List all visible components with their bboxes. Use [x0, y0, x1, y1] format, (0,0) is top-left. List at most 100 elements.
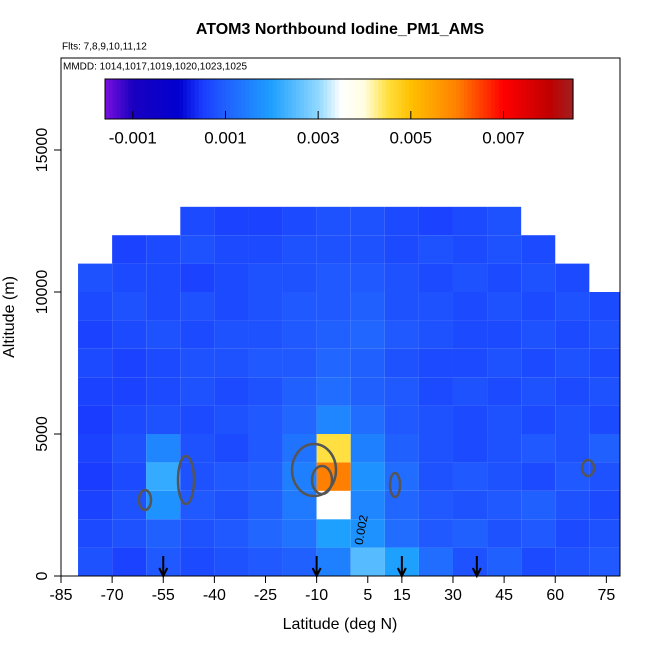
colorbar-tick-label: -0.001: [109, 128, 157, 147]
colorbar-swatch: [222, 79, 227, 119]
heat-cell: [384, 263, 419, 293]
colorbar-swatch: [405, 79, 410, 119]
heat-cell: [452, 434, 488, 463]
colorbar-swatch: [300, 79, 305, 119]
colorbar-swatch: [549, 79, 555, 119]
heat-cell: [112, 462, 147, 491]
heat-cell: [146, 434, 181, 463]
heat-cell: [384, 405, 419, 435]
heat-cell: [384, 235, 419, 264]
colorbar-swatch: [475, 79, 480, 119]
colorbar-swatch: [444, 79, 449, 119]
heat-cell: [180, 263, 215, 293]
heat-cell: [248, 377, 283, 406]
heat-cell: [555, 292, 590, 321]
colorbar-swatch: [440, 79, 445, 119]
heat-cell: [248, 235, 283, 264]
colorbar-frame: [104, 78, 574, 120]
heat-cell: [78, 292, 113, 321]
heat-cell: [487, 348, 522, 378]
x-tick-label: -10: [305, 587, 328, 604]
colorbar-swatch: [183, 79, 188, 119]
heat-cell: [452, 206, 488, 236]
heat-cell: [214, 348, 249, 378]
colorbar-swatch: [378, 79, 383, 119]
heat-cell: [78, 462, 113, 491]
heat-cell: [555, 547, 590, 576]
colorbar-swatch: [335, 79, 340, 119]
heat-cell: [282, 405, 317, 435]
heat-cell: [521, 235, 556, 264]
heat-cell: [214, 547, 249, 576]
heat-cell: [555, 434, 590, 463]
heat-cell: [418, 348, 453, 378]
colorbar-swatch: [120, 79, 126, 119]
colorbar-swatch: [311, 79, 317, 119]
colorbar-swatch: [487, 79, 492, 119]
x-tick-label: 15: [393, 587, 411, 604]
heat-cell: [418, 292, 453, 321]
colorbar-swatch: [374, 79, 379, 119]
colorbar-swatch: [409, 79, 414, 119]
heat-cell: [78, 490, 113, 520]
colorbar-swatch: [366, 79, 371, 119]
colorbar-swatch: [346, 79, 352, 119]
colorbar-swatch: [307, 79, 313, 119]
heat-cell: [78, 348, 113, 378]
heat-cell: [555, 263, 590, 293]
heat-cell: [521, 263, 556, 293]
heat-cell: [350, 462, 385, 491]
heat-cell: [248, 462, 283, 491]
colorbar-swatch: [370, 79, 375, 119]
heat-cell: [112, 292, 147, 321]
x-tick-label: 5: [363, 587, 372, 604]
heat-cell: [384, 348, 419, 378]
heat-cell: [487, 434, 522, 463]
colorbar-swatch: [132, 79, 137, 119]
colorbar-swatch: [284, 79, 289, 119]
heat-cell: [452, 519, 488, 548]
heat-cell: [487, 377, 522, 406]
colorbar-swatch: [417, 79, 422, 119]
heat-cell: [521, 434, 556, 463]
heat-cell: [384, 320, 419, 349]
contours: [137, 442, 596, 512]
colorbar-swatch: [171, 79, 176, 119]
colorbar-swatch: [381, 79, 387, 119]
colorbar-swatch: [467, 79, 473, 119]
heat-cell: [316, 547, 351, 576]
colorbar-swatch: [506, 79, 512, 119]
colorbar-swatch: [526, 79, 531, 119]
colorbar-swatch: [272, 79, 278, 119]
heat-cell: [487, 519, 522, 548]
colorbar-swatch: [428, 79, 434, 119]
heat-cell: [282, 377, 317, 406]
heat-cell: [589, 292, 620, 321]
heat-cell: [521, 377, 556, 406]
heat-cell: [78, 377, 113, 406]
heat-cell: [384, 377, 419, 406]
colorbar-swatch: [432, 79, 438, 119]
heat-cell: [248, 405, 283, 435]
heat-cell: [214, 292, 249, 321]
colorbar-swatch: [510, 79, 516, 119]
heat-cell: [418, 235, 453, 264]
colorbar-swatch: [502, 79, 508, 119]
heat-cell: [282, 320, 317, 349]
heat-cell: [589, 405, 620, 435]
heat-cell: [555, 490, 590, 520]
x-tick-label: -85: [49, 587, 72, 604]
heat-cell: [384, 434, 419, 463]
heat-cell: [146, 235, 181, 264]
heat-cell: [282, 263, 317, 293]
heat-cell: [521, 519, 556, 548]
heat-cell: [350, 547, 385, 576]
y-tick-label: 10000: [34, 270, 51, 315]
colorbar-swatch: [179, 79, 184, 119]
colorbar-swatch: [436, 79, 441, 119]
heat-cell: [452, 405, 488, 435]
heat-cell: [112, 263, 147, 293]
colorbar-swatch: [140, 79, 145, 119]
heat-cell: [282, 519, 317, 548]
colorbar-swatch: [194, 79, 200, 119]
